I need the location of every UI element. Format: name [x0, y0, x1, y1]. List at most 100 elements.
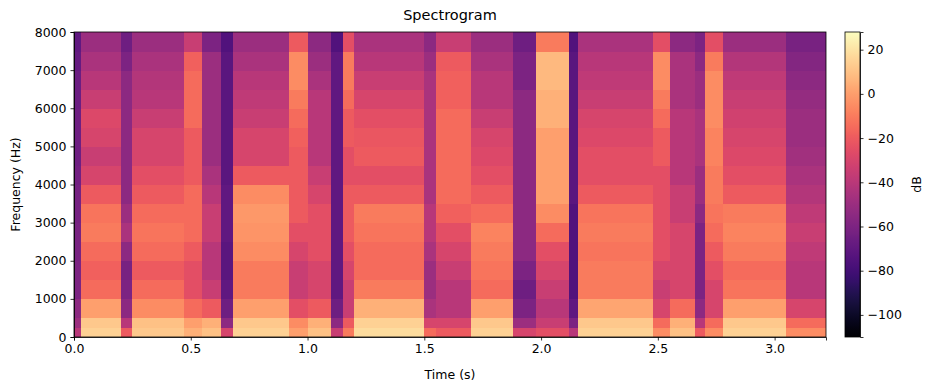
- heatmap-cell: [233, 127, 290, 147]
- heatmap-cell: [331, 89, 343, 109]
- heatmap-cell: [723, 318, 787, 328]
- heatmap-cell: [786, 108, 826, 128]
- heatmap-cell: [786, 165, 826, 185]
- heatmap-cell: [705, 185, 724, 205]
- heatmap-cell: [536, 32, 569, 52]
- heatmap-cell: [308, 185, 332, 205]
- tick: 1.0: [298, 337, 318, 356]
- heatmap-cell: [233, 51, 290, 71]
- heatmap-cell: [343, 327, 355, 337]
- heatmap-cell: [695, 89, 705, 109]
- heatmap-cell: [424, 165, 436, 185]
- heatmap-cell: [233, 146, 290, 166]
- heatmap-cell: [436, 185, 472, 205]
- tick: −60: [860, 219, 894, 234]
- heatmap-cell: [436, 89, 472, 109]
- heatmap-cell: [471, 185, 514, 205]
- heatmap-cell: [471, 51, 514, 71]
- heatmap-cell: [184, 108, 203, 128]
- heatmap-cell: [471, 280, 514, 300]
- axis-line: [75, 338, 827, 341]
- heatmap-cell: [132, 127, 184, 147]
- tick: −80: [860, 263, 894, 278]
- plot-frame: [74, 32, 826, 337]
- heatmap-cell: [578, 185, 653, 205]
- heatmap-cell: [670, 51, 696, 71]
- heatmap-cell: [202, 51, 221, 71]
- tick-mark: [860, 138, 864, 139]
- heatmap-cell: [536, 51, 569, 71]
- heatmap-cell: [653, 51, 670, 71]
- heatmap-cell: [569, 32, 579, 52]
- heatmap-cell: [354, 127, 425, 147]
- heatmap-cell: [74, 32, 82, 52]
- heatmap-cell: [653, 327, 670, 337]
- tick-label: 4000: [35, 177, 67, 192]
- heatmap-cell: [705, 318, 724, 328]
- tick: 0: [59, 330, 74, 345]
- heatmap-cell: [81, 327, 121, 337]
- heatmap-cell: [705, 89, 724, 109]
- heatmap-cell: [695, 318, 705, 328]
- heatmap-cell: [221, 108, 233, 128]
- heatmap-cell: [578, 70, 653, 90]
- heatmap-cell: [121, 32, 133, 52]
- heatmap-cell: [436, 70, 472, 90]
- tick: 0: [860, 86, 876, 101]
- heatmap-cell: [184, 51, 203, 71]
- heatmap-cell: [513, 32, 537, 52]
- heatmap-cells: [74, 32, 826, 337]
- heatmap-cell: [578, 242, 653, 262]
- heatmap-cell: [81, 32, 121, 52]
- heatmap-cell: [536, 327, 569, 337]
- heatmap-cell: [343, 165, 355, 185]
- heatmap-cell: [221, 280, 233, 300]
- x-label: Time (s): [424, 367, 476, 382]
- heatmap-cell: [331, 108, 343, 128]
- heatmap-cell: [578, 165, 653, 185]
- heatmap-cell: [471, 261, 514, 281]
- heatmap-cell: [343, 127, 355, 147]
- heatmap-cell: [578, 89, 653, 109]
- axis-line: [71, 33, 75, 338]
- heatmap-cell: [471, 32, 514, 52]
- heatmap-cell: [786, 185, 826, 205]
- heatmap-cell: [343, 242, 355, 262]
- tick-label: −100: [868, 307, 902, 322]
- heatmap-cell: [471, 108, 514, 128]
- heatmap-cell: [786, 327, 826, 337]
- heatmap-cell: [81, 242, 121, 262]
- heatmap-cell: [670, 299, 696, 319]
- heatmap-cell: [331, 127, 343, 147]
- heatmap-cell: [184, 223, 203, 243]
- heatmap-cell: [513, 108, 537, 128]
- heatmap-cell: [705, 51, 724, 71]
- heatmap-cell: [513, 51, 537, 71]
- heatmap-cell: [513, 185, 537, 205]
- heatmap-cell: [424, 127, 436, 147]
- heatmap-cell: [74, 185, 82, 205]
- heatmap-cell: [331, 70, 343, 90]
- heatmap-cell: [121, 327, 133, 337]
- heatmap-cell: [132, 327, 184, 337]
- heatmap-cell: [653, 261, 670, 281]
- heatmap-cell: [221, 127, 233, 147]
- heatmap-cell: [308, 261, 332, 281]
- heatmap-cell: [202, 327, 221, 337]
- heatmap-cell: [424, 146, 436, 166]
- heatmap-cell: [289, 261, 308, 281]
- heatmap-cell: [132, 318, 184, 328]
- heatmap-cell: [343, 146, 355, 166]
- tick-mark: [71, 70, 75, 71]
- heatmap-cell: [233, 185, 290, 205]
- heatmap-cell: [653, 146, 670, 166]
- heatmap-cell: [695, 32, 705, 52]
- heatmap-cell: [74, 223, 82, 243]
- heatmap-cell: [653, 127, 670, 147]
- heatmap-cell: [723, 185, 787, 205]
- heatmap-cell: [289, 89, 308, 109]
- heatmap-cell: [695, 146, 705, 166]
- tick: 1000: [35, 291, 74, 306]
- heatmap-cell: [343, 70, 355, 90]
- heatmap-cell: [513, 242, 537, 262]
